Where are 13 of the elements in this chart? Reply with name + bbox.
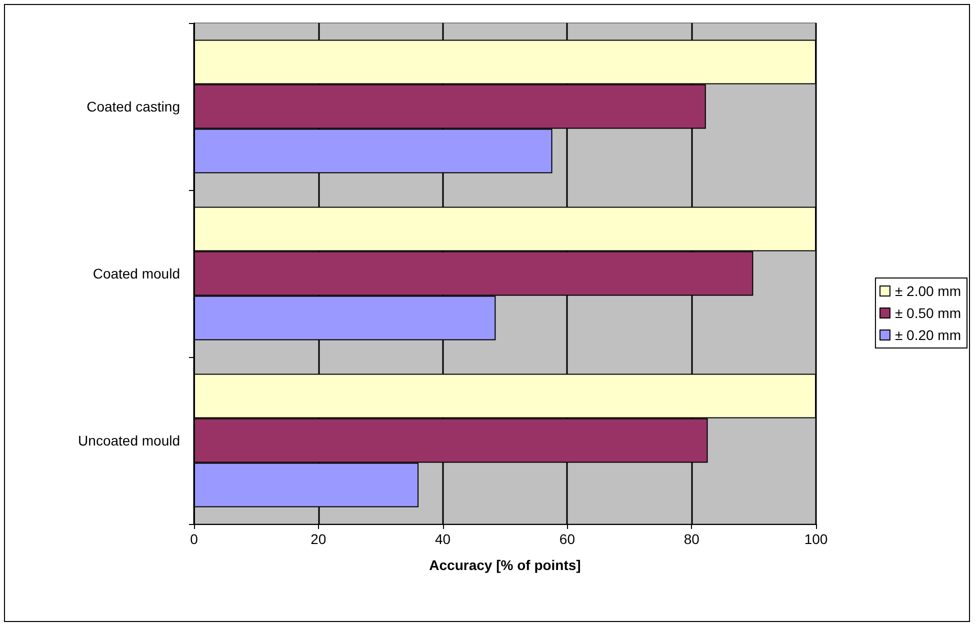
x-tick-label: 100 bbox=[804, 531, 828, 547]
x-tick-label: 40 bbox=[435, 531, 451, 547]
legend-label: ± 0.20 mm bbox=[894, 327, 962, 343]
legend-label: ± 0.50 mm bbox=[894, 305, 962, 321]
legend-label: ± 2.00 mm bbox=[894, 283, 962, 299]
x-tick-label: 60 bbox=[559, 531, 576, 547]
y-tick-label: Coated casting bbox=[86, 98, 180, 114]
x-axis-title: Accuracy [% of points] bbox=[429, 557, 581, 573]
x-tick-label: 0 bbox=[190, 531, 198, 547]
x-tick-label: 80 bbox=[684, 531, 700, 547]
x-tick-label: 20 bbox=[310, 531, 326, 547]
y-tick-label: Uncoated mould bbox=[78, 432, 180, 448]
y-tick-label: Coated mould bbox=[92, 266, 180, 282]
